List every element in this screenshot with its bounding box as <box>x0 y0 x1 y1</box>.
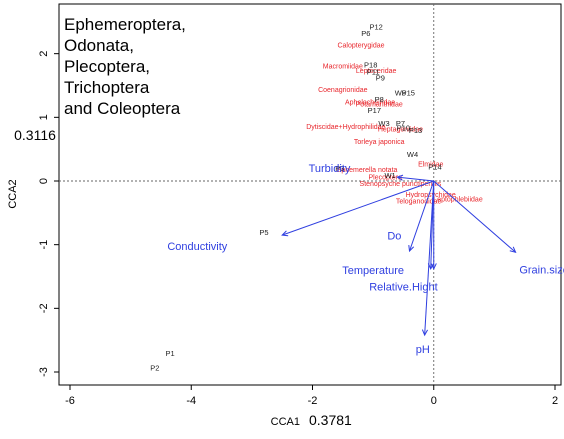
env-vector-label: Grain.size <box>519 264 564 276</box>
taxon-label: Ephemerella notata <box>337 167 398 174</box>
taxon-label: Heptageniidae <box>378 126 423 133</box>
env-vector-label: Do <box>387 231 401 243</box>
taxon-label: Plecoptera <box>369 175 403 182</box>
env-vector-label: Relative.Hight <box>369 282 437 294</box>
inset-line-2: Odonata, <box>64 36 134 55</box>
inset-line-4: Trichoptera <box>64 78 150 97</box>
taxon-label: Calopterygidae <box>337 42 384 49</box>
env-vector-arrowhead <box>509 246 517 254</box>
site-label: P8 <box>375 95 384 104</box>
taxon-label: Elmidae <box>418 161 443 168</box>
env-vector-label: pH <box>416 344 430 356</box>
taxon-label: Stenopsyche punctipennis <box>360 181 442 188</box>
site-label: P1 <box>165 349 174 358</box>
x-axis-label: CCA1 <box>271 416 300 428</box>
y-axis-label: CCA2 <box>7 179 19 208</box>
taxon-label: Leptophlebiidae <box>433 196 483 203</box>
y-tick-label: -2 <box>38 303 50 313</box>
y-tick-label: 0 <box>38 178 50 184</box>
x-tick-label: -6 <box>65 395 75 407</box>
env-vector-line <box>282 180 434 236</box>
site-label: P9 <box>376 73 385 82</box>
site-label: P12 <box>369 22 382 31</box>
taxon-label: Coenagrionidae <box>318 87 368 94</box>
site-label: P11 <box>367 68 380 77</box>
site-label: W4 <box>407 150 418 159</box>
y-tick-label: 2 <box>38 51 50 57</box>
env-vector-arrowhead <box>430 263 437 271</box>
taxon-label: Hydropsychidae <box>406 192 456 199</box>
env-vector-label: Conductivity <box>167 241 227 253</box>
environment-vectors: Turbidity Conductivity Do Temperature Relati… <box>167 163 564 356</box>
site-label: W5 <box>395 89 406 98</box>
env-vector-line <box>424 180 435 336</box>
site-label: P5 <box>259 228 268 237</box>
env-vector-arrowhead <box>281 230 289 237</box>
taxon-label: Aphelocheiridae <box>345 100 395 107</box>
site-label: P17 <box>368 106 381 115</box>
x-tick-label: 0 <box>431 395 437 407</box>
env-vector-label: Turbidity <box>309 163 351 175</box>
taxon-label: Torleya japonica <box>354 139 405 146</box>
site-label: P15 <box>402 89 415 98</box>
env-vector-arrowhead <box>396 174 404 181</box>
inset-line-3: Plecoptera, <box>64 57 150 76</box>
taxon-label: Potamanthidae <box>356 102 403 109</box>
x-axis-ticks: -6 -4 -2 0 2 <box>65 385 558 407</box>
env-vector-arrowhead <box>408 245 415 253</box>
x-tick-label: 2 <box>552 395 558 407</box>
site-label: P7 <box>396 119 405 128</box>
site-label: P10 <box>397 124 410 133</box>
x-tick-label: -2 <box>308 395 318 407</box>
site-label: W3 <box>378 119 389 128</box>
site-label: P3 <box>335 164 344 173</box>
inset-line-5: and Coleoptera <box>64 99 181 118</box>
taxon-label: Dytiscidae+Hydrophilidae <box>306 124 385 131</box>
taxon-label: Macromiidae <box>323 63 363 70</box>
env-vector-line <box>433 180 516 253</box>
plot-frame <box>58 3 562 386</box>
x-tick-label: -4 <box>186 395 196 407</box>
env-vector-label: Temperature <box>342 265 404 277</box>
y-axis-value: 0.3116 <box>14 127 56 143</box>
y-axis-ticks: -3 -2 -1 0 1 2 <box>38 51 59 377</box>
site-label: W1 <box>384 171 395 180</box>
env-vector-line <box>397 176 434 182</box>
site-label: P14 <box>428 163 441 172</box>
x-axis-value: 0.3781 <box>309 412 352 428</box>
y-tick-label: -1 <box>38 240 50 250</box>
y-tick-label: -3 <box>38 367 50 377</box>
taxon-label: Leptoceridae <box>356 68 397 75</box>
env-vector-arrowhead <box>421 329 429 337</box>
site-label: P13 <box>409 126 422 135</box>
site-label: P2 <box>150 364 159 373</box>
site-label: P6 <box>361 29 370 38</box>
y-tick-label: 1 <box>38 114 50 120</box>
taxon-label: Teloganodidae <box>396 198 442 205</box>
site-label: P18 <box>364 61 377 70</box>
inset-line-1: Ephemeroptera, <box>64 15 186 34</box>
env-vector-line <box>409 180 435 252</box>
